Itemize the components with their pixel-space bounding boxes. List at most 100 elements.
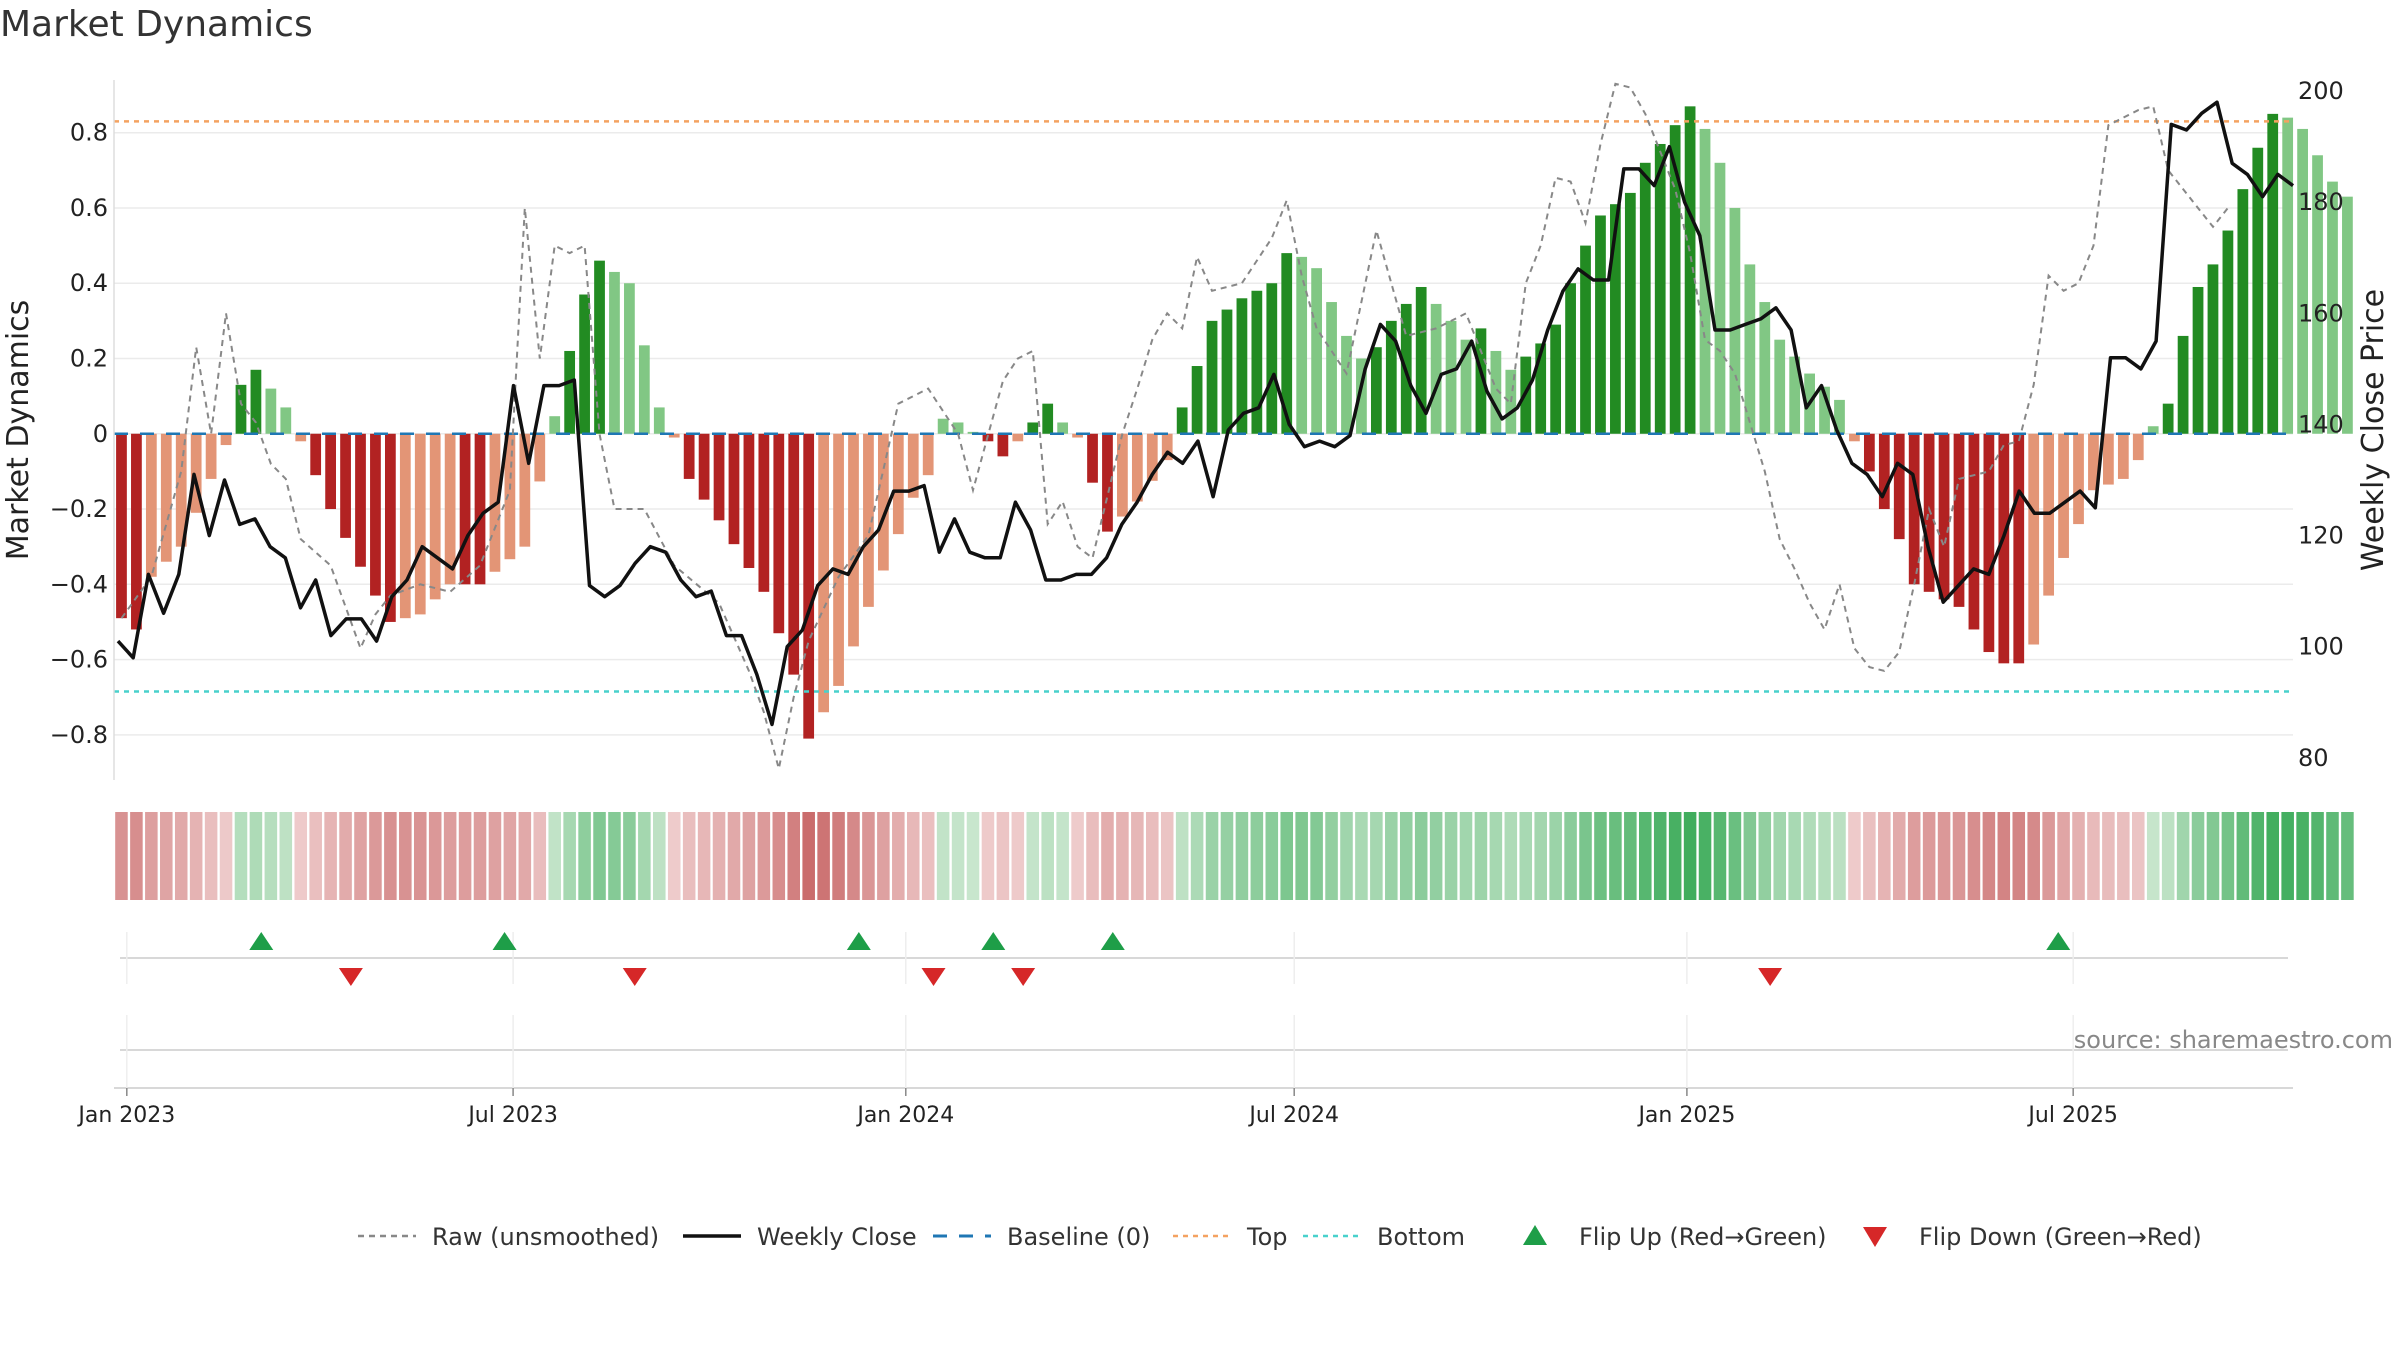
dynamics-bar [235,384,247,434]
y-tick-label: −0.2 [50,495,108,523]
dynamics-bar [1221,309,1233,434]
dynamics-bar [1550,324,1562,434]
strip-cell [1175,812,1189,900]
strip-cell [1668,812,1682,900]
strip-cell [1414,812,1428,900]
dynamics-bar [743,433,755,568]
strip-cell [1101,812,1114,900]
y2-tick-label: 120 [2298,522,2344,550]
dynamics-bar [1415,286,1427,434]
y-axis-label: Market Dynamics [1,300,36,561]
dynamics-bar [668,433,680,438]
strip-cell [1743,812,1757,900]
dynamics-bar [848,433,859,647]
chart-title: Market Dynamics [0,4,313,45]
strip-cell [2281,812,2294,900]
strip-cell [1131,812,1144,900]
strip-cell [593,812,606,900]
strip-cell [488,812,502,900]
strip-cell [1788,812,1801,900]
strip-cell [1235,812,1249,900]
strip-cell [279,812,293,900]
strip-cell [1534,812,1547,900]
legend-item: Flip Down (Green→Red) [1863,1223,2202,1251]
strip-cell [892,812,905,900]
strip-cell [2236,812,2250,900]
dynamics-bar [1849,433,1860,442]
legend-item: Raw (unsmoothed) [358,1223,659,1251]
flip-markers [120,932,2288,986]
dynamics-bar [1012,433,1024,442]
strip-cell [1653,812,1667,900]
y2-tick-label: 180 [2298,188,2344,216]
strip-cell [1937,812,1951,900]
dynamics-bar [1281,253,1293,434]
dynamics-bar [1102,433,1113,532]
strip-cell [234,812,248,900]
dynamics-bar [504,433,516,560]
strip-cell [1549,812,1562,900]
strip-cell [458,812,472,900]
flip-down-marker [338,968,363,986]
strip-cell [473,812,487,900]
dynamics-bar [922,433,934,476]
dynamics-bar [1938,433,1950,600]
strip-cell [2251,812,2265,900]
dynamics-bar [877,433,889,571]
strip-cell [623,812,636,900]
dynamics-bar [1385,320,1397,434]
dynamics-bar [2073,433,2084,525]
strip-cell [1071,812,1084,900]
dynamics-bar [2192,286,2204,434]
strip-cell [2191,812,2205,900]
date-tick-label: Jan 2023 [76,1103,175,1128]
strip-cell [1848,812,1861,900]
dynamics-bar [370,433,381,596]
strip-cell [130,812,143,900]
strip-cell [772,812,786,900]
y-tick-label: −0.8 [50,721,108,749]
flip-down-marker [921,968,946,986]
strip-cell [727,812,741,900]
strip-cell [1609,812,1622,900]
strip-cell [877,812,890,900]
dynamics-bar [892,433,904,535]
strip-cell [1086,812,1099,900]
strip-cell [1997,812,2011,900]
dynamics-bar [1057,422,1069,434]
strip-cell [1429,812,1443,900]
dynamics-bar [1311,268,1322,434]
strip-cell [1026,812,1040,900]
dynamics-bar [1475,328,1487,434]
strip-cell [2012,812,2026,900]
strip-cell [1922,812,1936,900]
dynamics-bar [594,260,605,434]
strip-cell [1833,812,1846,900]
strip-cell [563,812,576,900]
dynamics-bar [2147,426,2159,434]
strip-cell [2326,812,2339,900]
dynamics-bar [1819,386,1830,434]
dynamics-bar [683,433,695,479]
strip-cell [667,812,681,900]
strip-cell [1340,812,1353,900]
dynamics-bar [638,345,650,434]
strip-cell [981,812,995,900]
dynamics-bar [265,388,277,434]
flip-down-marker [1758,968,1783,986]
dynamics-bar [833,433,844,686]
date-tick-label: Jul 2025 [2026,1103,2118,1128]
dynamics-bar [1460,339,1472,434]
dynamics-bar [579,294,590,434]
dynamics-bar [205,433,217,479]
strip-cell [1205,812,1219,900]
y-tick-label: 0.2 [70,344,108,372]
legend-label: Flip Down (Green→Red) [1919,1223,2202,1251]
strip-cell [1519,812,1533,900]
dynamics-bar [1146,433,1158,481]
strip-cell [1474,812,1488,900]
dynamics-bar [1654,143,1666,434]
y2-tick-label: 140 [2298,410,2344,438]
legend-label: Weekly Close [757,1223,917,1251]
strip-cell [145,812,158,900]
